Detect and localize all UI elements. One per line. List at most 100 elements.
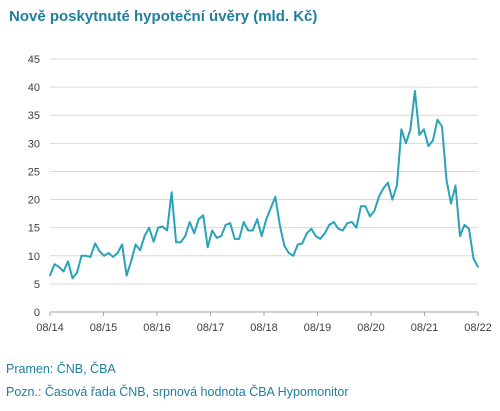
data-point (121, 243, 123, 246)
data-point (283, 244, 286, 247)
y-tick-label: 20 (28, 195, 40, 207)
data-point (67, 260, 69, 263)
data-point (157, 226, 159, 229)
x-tick-label: 08/18 (250, 322, 278, 334)
data-point (125, 274, 128, 277)
y-tick-label: 25 (28, 166, 40, 178)
data-point (197, 218, 200, 221)
y-tick-label: 5 (34, 279, 40, 291)
x-tick-label: 08/21 (411, 322, 439, 334)
data-point (94, 242, 96, 245)
data-point (364, 205, 367, 208)
y-axis-ticks: 0 5 10 15 20 25 30 35 40 45 (28, 54, 40, 319)
data-point (49, 274, 51, 277)
data-point (414, 90, 416, 92)
data-point (80, 254, 83, 257)
data-point (427, 145, 430, 147)
data-point (85, 254, 87, 257)
data-point (58, 266, 60, 268)
data-point (445, 179, 448, 181)
data-point (53, 263, 56, 266)
y-tick-label: 45 (28, 54, 40, 66)
data-point (472, 257, 475, 260)
data-point (166, 229, 168, 232)
data-point (152, 240, 155, 243)
x-tick-label: 08/14 (36, 322, 64, 334)
chart-title: Nově poskytnuté hypoteční úvěry (mld. Kč… (9, 8, 318, 25)
data-point (454, 184, 457, 187)
data-point (351, 221, 353, 223)
data-point (360, 205, 362, 208)
data-point (130, 260, 132, 263)
data-point (265, 218, 268, 221)
source-note: Pramen: ČNB, ČBA (6, 362, 116, 376)
data-point (337, 227, 340, 230)
data-point (468, 227, 470, 230)
data-point (260, 235, 263, 237)
data-point (324, 232, 326, 235)
data-point (459, 235, 461, 237)
data-point (224, 224, 227, 226)
data-point (202, 214, 204, 217)
data-point (170, 191, 173, 194)
data-point (328, 224, 331, 226)
data-point (387, 181, 389, 184)
data-point (71, 277, 74, 280)
data-point (296, 243, 299, 246)
data-point (287, 252, 290, 254)
x-tick-label: 08/19 (304, 322, 332, 334)
data-point (306, 232, 308, 235)
series-line (49, 90, 479, 280)
data-point (274, 195, 277, 198)
data-point (301, 242, 304, 245)
data-point (112, 256, 114, 258)
data-point (184, 235, 186, 237)
data-point (432, 139, 434, 142)
data-point (193, 232, 195, 235)
data-point (139, 249, 141, 251)
data-point (269, 207, 272, 209)
data-point (134, 243, 137, 246)
data-point (107, 252, 110, 254)
data-point (242, 221, 245, 223)
data-point (400, 128, 403, 131)
data-point (441, 125, 443, 128)
data-point (76, 271, 78, 274)
data-point (220, 235, 222, 237)
data-point (179, 241, 182, 244)
data-point (333, 221, 335, 223)
data-point (355, 226, 358, 229)
data-point (215, 236, 218, 239)
data-point (116, 252, 119, 254)
y-tick-label: 35 (28, 110, 40, 122)
x-axis-ticks: 08/14 08/15 08/16 08/17 08/18 08/19 08/20 08/21… (36, 312, 492, 334)
data-point (382, 187, 385, 190)
data-point (256, 218, 259, 221)
data-point (463, 224, 466, 226)
data-point (143, 235, 146, 237)
x-tick-label: 08/17 (197, 322, 225, 334)
data-point (409, 128, 412, 131)
data-point (103, 254, 105, 257)
data-point (233, 238, 236, 240)
data-point (188, 221, 191, 223)
data-point (292, 254, 295, 257)
data-point (98, 250, 101, 253)
y-tick-label: 15 (28, 223, 40, 235)
series (49, 90, 479, 280)
data-point (175, 241, 177, 244)
data-point (62, 270, 65, 273)
data-point (450, 202, 452, 205)
data-point (148, 226, 150, 229)
data-point (373, 210, 376, 212)
data-point (391, 198, 394, 201)
data-point (477, 266, 479, 268)
data-point (247, 229, 250, 232)
y-tick-label: 30 (28, 138, 40, 150)
data-point (229, 222, 232, 224)
data-point (238, 238, 241, 240)
data-point (378, 195, 380, 198)
x-tick-label: 08/20 (357, 322, 385, 334)
data-point (396, 184, 398, 187)
